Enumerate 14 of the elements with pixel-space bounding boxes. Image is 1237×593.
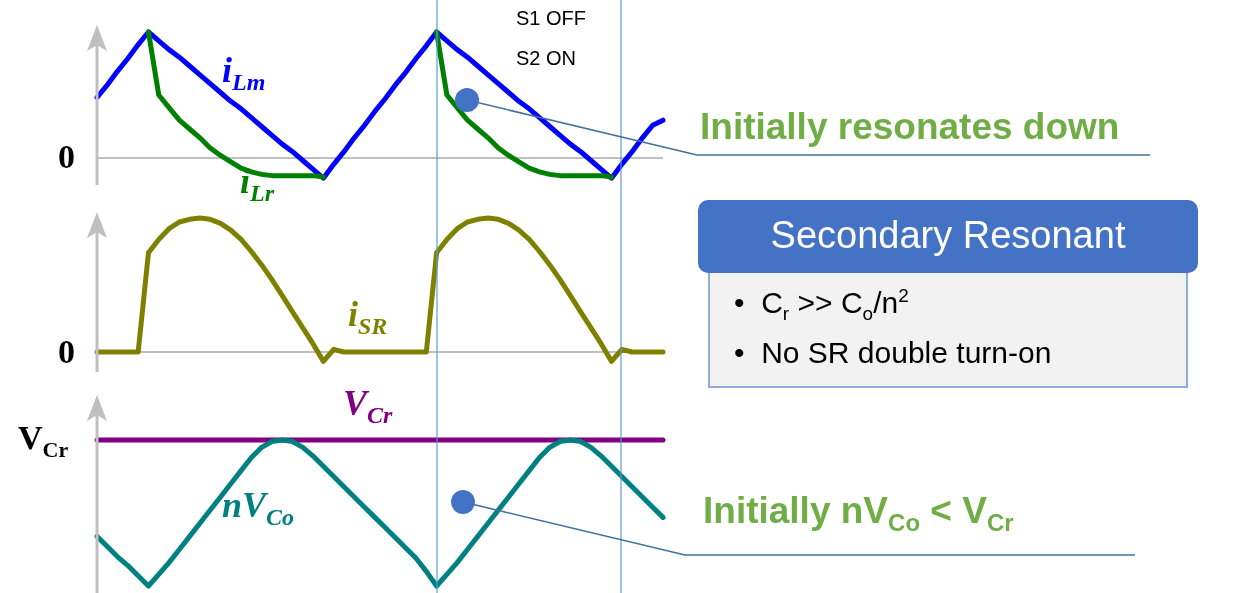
- text: • C$_{r}$ >> C$_{o}$/n$^{2}$: [734, 284, 910, 326]
- text: Secondary Resonant: [698, 200, 1198, 273]
- text: S1 OFF: [516, 7, 587, 29]
- text: 0: [58, 138, 75, 175]
- annotation: S2 ON: [516, 47, 577, 69]
- series-label: i$_{SR}$: [348, 294, 388, 340]
- series-label: i$_{Lm}$: [222, 50, 266, 96]
- text: V$_{Cr}$: [18, 419, 69, 462]
- text: 0: [58, 333, 75, 370]
- series-label: V$_{Cr}$: [343, 383, 393, 429]
- text: • No SR double turn-on: [734, 334, 1053, 371]
- text: Initially nV$_{Co}$ < V$_{Cr}$: [703, 490, 1014, 537]
- series-label: nV$_{Co}$: [222, 485, 295, 531]
- text: Initially resonates down: [700, 106, 1120, 147]
